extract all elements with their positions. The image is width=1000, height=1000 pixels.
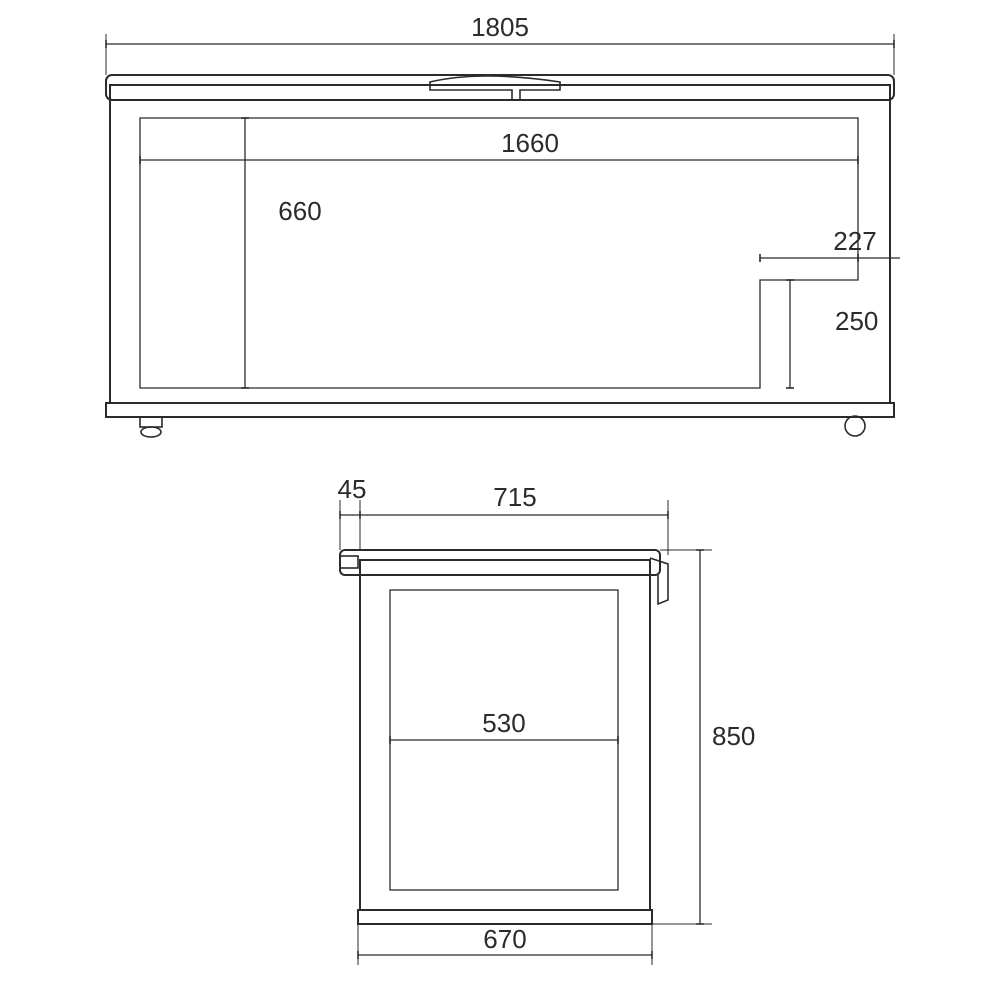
dim-top-width: 715 xyxy=(360,482,668,555)
dim-label-530: 530 xyxy=(482,708,525,738)
dim-label-850: 850 xyxy=(712,721,755,751)
dim-inner-height: 660 xyxy=(241,118,322,388)
dim-inner-width: 1660 xyxy=(140,128,858,164)
front-view: 1805 1660 660 227 250 xyxy=(106,12,900,437)
dim-hinge-offset: 45 xyxy=(338,474,367,550)
dim-label-660: 660 xyxy=(278,196,321,226)
dim-notch-height: 250 xyxy=(786,280,878,388)
dim-inner-width-side: 530 xyxy=(390,708,618,744)
dim-label-227: 227 xyxy=(833,226,876,256)
dim-label-250: 250 xyxy=(835,306,878,336)
dim-label-1805: 1805 xyxy=(471,12,529,42)
dim-base-width: 670 xyxy=(358,924,652,965)
dim-label-670: 670 xyxy=(483,924,526,954)
dim-label-45: 45 xyxy=(338,474,367,504)
dim-label-715: 715 xyxy=(493,482,536,512)
dim-label-1660: 1660 xyxy=(501,128,559,158)
dim-overall-width: 1805 xyxy=(106,12,894,75)
dim-notch-width: 227 xyxy=(760,118,900,262)
dimension-drawing: 1805 1660 660 227 250 xyxy=(0,0,1000,1000)
side-view: 45 715 530 850 xyxy=(338,474,756,965)
dim-overall-height: 850 xyxy=(652,550,755,924)
